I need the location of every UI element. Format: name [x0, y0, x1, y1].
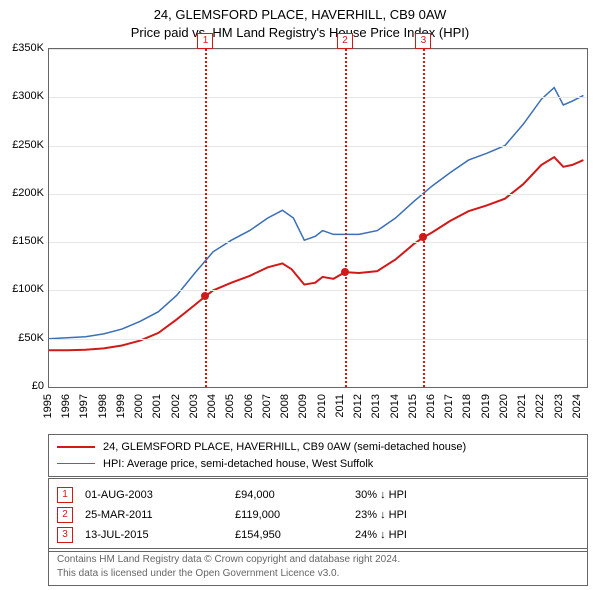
sales-row: 2 25-MAR-2011£119,00023% ↓ HPI: [57, 505, 579, 525]
sales-row-delta: 23% ↓ HPI: [355, 509, 579, 521]
x-tick-label: 2021: [516, 394, 528, 418]
gridline-h: [49, 194, 587, 195]
legend-item: 24, GLEMSFORD PLACE, HAVERHILL, CB9 0AW …: [57, 439, 579, 456]
plot-area: 123: [48, 48, 588, 388]
x-tick-label: 2006: [243, 394, 255, 418]
sales-row-date: 13-JUL-2015: [85, 529, 235, 541]
sales-row-price: £94,000: [235, 489, 355, 501]
x-tick-label: 2011: [334, 394, 346, 418]
x-tick-label: 1997: [78, 394, 90, 418]
gridline-h: [49, 146, 587, 147]
legend-label: 24, GLEMSFORD PLACE, HAVERHILL, CB9 0AW …: [103, 439, 466, 456]
x-tick-label: 2016: [425, 394, 437, 418]
x-tick-label: 2007: [261, 394, 273, 418]
sales-row-num: 2: [57, 507, 73, 523]
x-tick-label: 2003: [188, 394, 200, 418]
y-tick-label: £300K: [0, 90, 44, 102]
sale-marker-dot: [341, 268, 349, 276]
sales-row-delta: 24% ↓ HPI: [355, 529, 579, 541]
sale-marker-line: [423, 49, 425, 387]
x-tick-label: 2010: [316, 394, 328, 418]
x-tick-label: 2018: [461, 394, 473, 418]
line-layer: [49, 49, 587, 387]
sales-row-num: 3: [57, 527, 73, 543]
y-tick-label: £200K: [0, 187, 44, 199]
sale-marker-dot: [201, 292, 209, 300]
title-block: 24, GLEMSFORD PLACE, HAVERHILL, CB9 0AW …: [0, 0, 600, 41]
x-tick-label: 2024: [571, 394, 583, 418]
y-tick-label: £350K: [0, 42, 44, 54]
y-tick-label: £150K: [0, 235, 44, 247]
x-tick-label: 2013: [370, 394, 382, 418]
sales-row-date: 01-AUG-2003: [85, 489, 235, 501]
x-tick-label: 2008: [279, 394, 291, 418]
x-tick-label: 2015: [407, 394, 419, 418]
sales-row: 3 13-JUL-2015£154,95024% ↓ HPI: [57, 525, 579, 545]
legend-swatch: [57, 446, 95, 448]
x-tick-label: 1998: [97, 394, 109, 418]
x-tick-label: 2001: [151, 394, 163, 418]
sales-row-price: £154,950: [235, 529, 355, 541]
sales-table: 1 01-AUG-2003£94,00030% ↓ HPI 2 25-MAR-2011…: [48, 478, 588, 552]
gridline-h: [49, 290, 587, 291]
legend-item: HPI: Average price, semi-detached house,…: [57, 456, 579, 473]
y-tick-label: £100K: [0, 283, 44, 295]
sales-row-num: 1: [57, 487, 73, 503]
gridline-h: [49, 242, 587, 243]
gridline-h: [49, 97, 587, 98]
x-tick-label: 1999: [115, 394, 127, 418]
gridline-h: [49, 49, 587, 50]
sale-marker-box: 3: [415, 33, 431, 49]
sale-marker-line: [205, 49, 207, 387]
x-tick-label: 2009: [297, 394, 309, 418]
x-tick-label: 2005: [224, 394, 236, 418]
x-tick-label: 2012: [352, 394, 364, 418]
legend-swatch: [57, 463, 95, 464]
series-hpi: [49, 88, 583, 339]
y-tick-label: £250K: [0, 139, 44, 151]
sales-row-date: 25-MAR-2011: [85, 509, 235, 521]
x-tick-label: 2020: [498, 394, 510, 418]
sales-row: 1 01-AUG-2003£94,00030% ↓ HPI: [57, 485, 579, 505]
sales-row-delta: 30% ↓ HPI: [355, 489, 579, 501]
title-line-1: 24, GLEMSFORD PLACE, HAVERHILL, CB9 0AW: [0, 6, 600, 24]
attribution-footer: Contains HM Land Registry data © Crown c…: [48, 548, 588, 586]
gridline-h: [49, 339, 587, 340]
footer-line-1: Contains HM Land Registry data © Crown c…: [57, 553, 579, 567]
legend: 24, GLEMSFORD PLACE, HAVERHILL, CB9 0AW …: [48, 434, 588, 477]
title-line-2: Price paid vs. HM Land Registry's House …: [0, 24, 600, 42]
sale-marker-dot: [419, 233, 427, 241]
x-tick-label: 2022: [534, 394, 546, 418]
x-tick-label: 1996: [60, 394, 72, 418]
sale-marker-line: [345, 49, 347, 387]
sales-row-price: £119,000: [235, 509, 355, 521]
sale-marker-box: 1: [197, 33, 213, 49]
legend-label: HPI: Average price, semi-detached house,…: [103, 456, 373, 473]
sale-marker-box: 2: [337, 33, 353, 49]
footer-line-2: This data is licensed under the Open Gov…: [57, 567, 579, 581]
x-tick-label: 2019: [480, 394, 492, 418]
x-tick-label: 2004: [206, 394, 218, 418]
chart-container: 24, GLEMSFORD PLACE, HAVERHILL, CB9 0AW …: [0, 0, 600, 590]
x-tick-label: 2014: [389, 394, 401, 418]
series-price_paid: [49, 157, 583, 350]
x-tick-label: 2002: [170, 394, 182, 418]
y-tick-label: £0: [0, 380, 44, 392]
y-tick-label: £50K: [0, 332, 44, 344]
x-tick-label: 2023: [553, 394, 565, 418]
x-tick-label: 1995: [42, 394, 54, 418]
x-tick-label: 2017: [443, 394, 455, 418]
x-tick-label: 2000: [133, 394, 145, 418]
